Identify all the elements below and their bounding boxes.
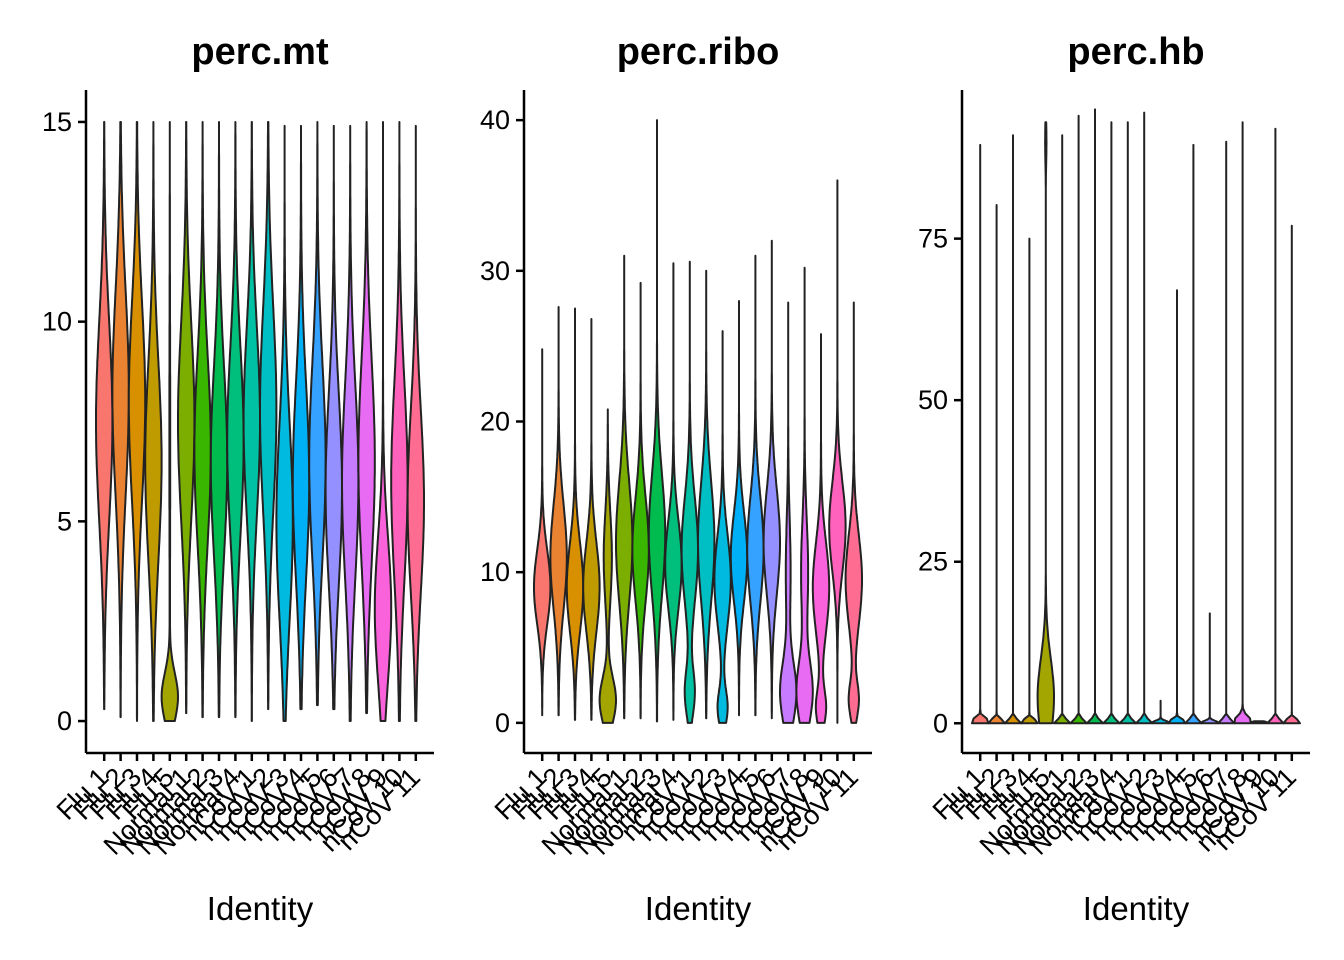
violin-ncov-3 xyxy=(1151,699,1170,725)
y-tick-label: 30 xyxy=(480,256,510,286)
violin-ncov-11 xyxy=(1282,224,1301,725)
violin-flu-1 xyxy=(533,348,552,717)
x-axis-title: Identity xyxy=(207,890,314,927)
violin-ncov-4 xyxy=(291,124,311,711)
violin-normal-3 xyxy=(209,121,229,719)
violin-ncov-2 xyxy=(259,121,278,711)
violin-ncov-7 xyxy=(1217,140,1236,725)
violin-ncov-2 xyxy=(1135,111,1154,725)
violin-ncov-6 xyxy=(762,239,781,720)
y-tick-label: 0 xyxy=(57,706,72,736)
violin-normal-2 xyxy=(193,121,212,719)
violin-flu-3 xyxy=(127,121,147,722)
violin-normal-2 xyxy=(1069,114,1088,725)
violin-normal-1 xyxy=(177,121,196,715)
violin-flu-1 xyxy=(95,121,114,711)
violin-ncov-1 xyxy=(680,260,699,724)
violin-ncov-11 xyxy=(406,124,425,722)
violin-ncov-3 xyxy=(713,330,732,724)
violin-normal-1 xyxy=(615,254,634,720)
violin-ncov-5 xyxy=(746,254,765,717)
violin-normal-3 xyxy=(1085,108,1105,725)
y-tick-label: 75 xyxy=(918,224,948,254)
violin-ncov-10 xyxy=(828,179,847,724)
violin-ncov-10 xyxy=(390,121,409,722)
violin-flu-3 xyxy=(1003,134,1023,725)
y-tick-label: 0 xyxy=(933,708,948,738)
violin-flu-3 xyxy=(565,307,585,721)
violin-ncov-8 xyxy=(1233,121,1252,725)
violin-flu-5 xyxy=(598,408,617,724)
panel-title: perc.hb xyxy=(1067,31,1204,73)
y-tick-label: 10 xyxy=(42,307,72,337)
violin-ncov-4 xyxy=(729,300,749,717)
violin-ncov-7 xyxy=(341,124,360,722)
violin-normal-3 xyxy=(647,119,667,723)
violin-flu-5 xyxy=(1036,121,1055,725)
x-axis-title: Identity xyxy=(645,890,752,927)
y-tick-label: 20 xyxy=(480,407,510,437)
violin-flu-2 xyxy=(549,306,568,717)
violin-ncov-7 xyxy=(779,301,798,724)
violin-ncov-8 xyxy=(795,266,814,724)
violin-ncov-8 xyxy=(357,121,376,715)
violin-normal-4 xyxy=(664,262,683,721)
y-tick-label: 10 xyxy=(480,557,510,587)
x-axis-title: Identity xyxy=(1083,890,1190,927)
violin-flu-4 xyxy=(144,121,163,722)
violin-flu-4 xyxy=(1020,237,1039,725)
violin-ncov-6 xyxy=(324,124,343,711)
violin-ncov-1 xyxy=(1118,121,1137,725)
y-tick-label: 0 xyxy=(495,708,510,738)
y-tick-label: 40 xyxy=(480,105,510,135)
violin-ncov-9 xyxy=(373,121,393,722)
violin-flu-2 xyxy=(987,204,1006,725)
violin-ncov-5 xyxy=(308,121,327,707)
violin-ncov-3 xyxy=(275,124,294,722)
violin-flu-2 xyxy=(111,121,130,719)
violin-normal-1 xyxy=(1053,134,1072,725)
violin-normal-4 xyxy=(1102,121,1121,725)
violin-ncov-1 xyxy=(242,121,261,722)
y-tick-label: 50 xyxy=(918,385,948,415)
violin-ncov-9 xyxy=(1249,720,1269,725)
violin-flu-4 xyxy=(582,318,601,721)
y-tick-label: 25 xyxy=(918,547,948,577)
violin-normal-4 xyxy=(226,121,245,719)
violin-ncov-9 xyxy=(811,333,831,724)
violin-flu-1 xyxy=(971,143,990,725)
panel-title: perc.mt xyxy=(191,31,329,73)
y-tick-label: 5 xyxy=(57,506,72,536)
panel-title: perc.ribo xyxy=(617,31,780,73)
violin-ncov-11 xyxy=(844,301,863,724)
violin-ncov-4 xyxy=(1167,289,1187,725)
violin-ncov-6 xyxy=(1200,612,1219,725)
violin-ncov-2 xyxy=(697,269,716,720)
y-tick-label: 15 xyxy=(42,107,72,137)
violin-flu-5 xyxy=(160,121,179,722)
violin-normal-2 xyxy=(631,281,650,720)
violin-ncov-5 xyxy=(1184,143,1203,725)
violin-ncov-10 xyxy=(1266,127,1285,725)
